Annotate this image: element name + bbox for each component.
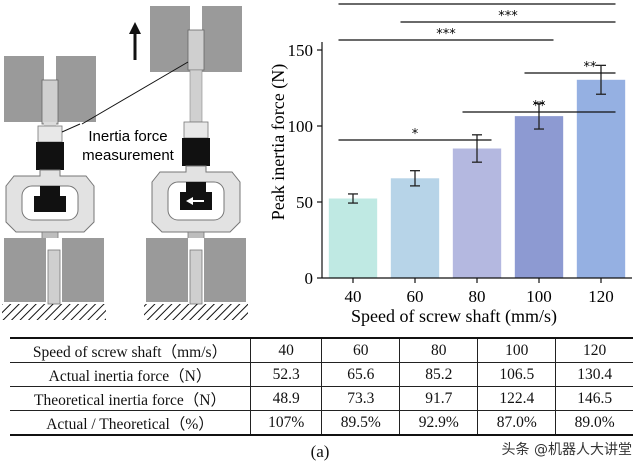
x-tick-label: 60	[407, 287, 424, 306]
row-header-cell: Theoretical inertia force（N）	[10, 386, 251, 411]
moving-fixture	[144, 6, 248, 320]
table-cell: 40	[249, 337, 323, 363]
table-cell: 65.6	[321, 362, 401, 387]
panel-label: (a)	[310, 442, 330, 461]
inertia-label-line2: measurement	[82, 147, 175, 164]
table-row: Theoretical inertia force（N） 48.9 73.3 91.7…	[10, 386, 633, 411]
significance-marker: **	[584, 60, 598, 75]
table-cell: 91.7	[399, 386, 479, 411]
x-tick-label: 100	[526, 287, 552, 306]
bar	[514, 116, 564, 279]
significance-marker: *	[412, 127, 419, 142]
significance-marker: **	[533, 99, 547, 114]
table-cell: 122.4	[477, 386, 557, 411]
table-row: Speed of screw shaft（mm/s） 40 60 80 100 120	[10, 337, 633, 363]
bar	[576, 79, 626, 279]
results-table: Speed of screw shaft（mm/s） 40 60 80 100 120 Ac…	[10, 337, 633, 436]
table-cell: 80	[399, 337, 479, 363]
x-tick-label: 40	[345, 287, 362, 306]
table-cell: 100	[477, 337, 557, 363]
y-tick-label: 50	[296, 193, 313, 212]
leader-line	[81, 61, 189, 125]
bar	[452, 148, 502, 278]
y-tick-label: 100	[288, 117, 314, 136]
x-tick-label: 120	[588, 287, 614, 306]
y-tick-label: 0	[305, 269, 314, 288]
row-header-cell: Actual inertia force（N）	[10, 362, 251, 387]
table-cell: 107%	[249, 410, 323, 436]
table-cell: 60	[321, 337, 401, 363]
row-header-cell: Speed of screw shaft（mm/s）	[10, 337, 251, 363]
y-axis-label: Peak inertia force (N)	[268, 64, 289, 220]
bar	[390, 178, 440, 278]
table-cell: 146.5	[555, 386, 633, 411]
table-cell: 106.5	[477, 362, 557, 387]
inertia-label-line1: Inertia force	[88, 128, 167, 145]
table-cell: 87.0%	[477, 410, 557, 436]
x-axis-label: Speed of screw shaft (mm/s)	[351, 306, 557, 327]
watermark: 头条 @机器人大讲堂	[501, 442, 632, 458]
table-cell: 130.4	[555, 362, 633, 387]
table-cell: 48.9	[249, 386, 323, 411]
leader-line	[61, 123, 81, 133]
y-tick-label: 150	[288, 41, 314, 60]
motion-arrow-icon	[186, 197, 204, 205]
table-cell: 52.3	[249, 362, 323, 387]
row-header-cell: Actual / Theoretical（%）	[10, 410, 251, 436]
table-cell: 120	[555, 337, 633, 363]
table-cell: 92.9%	[399, 410, 479, 436]
x-tick-label: 80	[469, 287, 486, 306]
table-cell: 85.2	[399, 362, 479, 387]
test-setup-schematic: Inertia force measurement	[2, 6, 248, 320]
table-cell: 89.0%	[555, 410, 633, 436]
bar	[328, 198, 378, 278]
table-cell: 73.3	[321, 386, 401, 411]
static-fixture	[2, 56, 106, 320]
significance-marker: ***	[436, 27, 456, 42]
upward-arrow-icon	[129, 22, 141, 60]
table-row: Actual inertia force（N） 52.3 65.6 85.2 106.5…	[10, 362, 633, 387]
significance-marker: ***	[498, 9, 518, 24]
significance-marker: ***	[467, 0, 487, 6]
table-row: Actual / Theoretical（%） 107% 89.5% 92.9% 87.…	[10, 410, 633, 436]
table-cell: 89.5%	[321, 410, 401, 436]
